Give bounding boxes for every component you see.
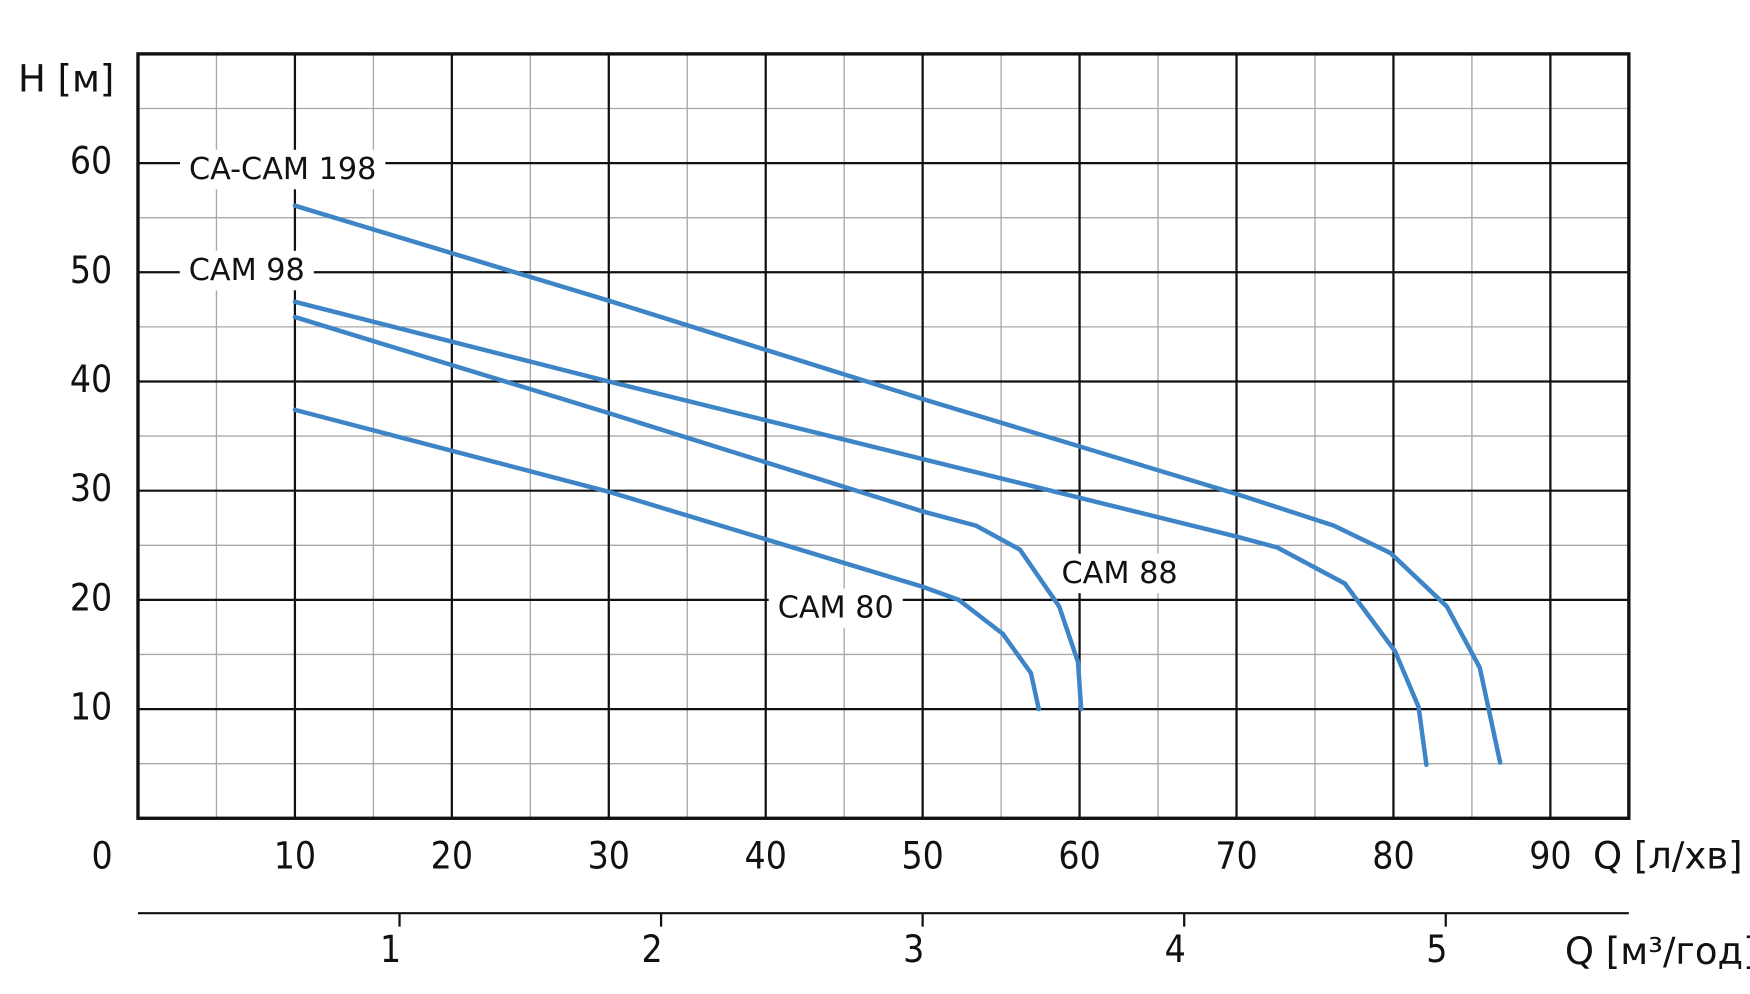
y-tick-label: 60 <box>70 140 112 183</box>
series-line <box>292 203 1503 765</box>
series-label: CAM 88 <box>1062 556 1178 591</box>
x-tick-label: 90 <box>1529 835 1571 878</box>
y-tick-label: 30 <box>70 467 112 510</box>
x-tick-label: 40 <box>745 835 787 878</box>
x2-axis-label: Q [м³/год] <box>1565 930 1750 973</box>
x2-tick-label: 5 <box>1426 928 1447 971</box>
series-label: CAM 98 <box>189 253 305 288</box>
y-tick-label: 10 <box>70 686 112 729</box>
series-label: CAM 80 <box>778 591 894 626</box>
series-label-bg <box>1052 553 1187 594</box>
plot-frame <box>136 52 1631 820</box>
series-label: CA-CAM 198 <box>189 152 376 187</box>
series-label-bg <box>768 588 903 628</box>
x2-tick-label: 3 <box>903 928 924 971</box>
x-axis-label: Q [л/хв] <box>1593 835 1743 878</box>
series-line <box>292 407 1042 712</box>
series-label-group: CAM 88 <box>1052 553 1187 594</box>
x-tick-label: 80 <box>1372 835 1414 878</box>
y-tick-label: 50 <box>70 249 112 292</box>
x-tick-label: 0 <box>91 835 112 878</box>
x2-tick-label: 1 <box>380 928 401 971</box>
series-label-bg <box>179 250 314 291</box>
series-line <box>292 314 1084 712</box>
y-tick-label: 20 <box>70 576 112 619</box>
x-tick-label: 50 <box>901 835 943 878</box>
x-tick-label: 70 <box>1215 835 1257 878</box>
x-tick-label: 60 <box>1058 835 1100 878</box>
x-tick-label: 10 <box>274 835 316 878</box>
y-tick-label: 40 <box>70 358 112 401</box>
series-label-group: CA-CAM 198 <box>179 149 386 190</box>
series-label-group: CAM 98 <box>179 250 314 291</box>
x2-tick-label: 2 <box>642 928 663 971</box>
series-line <box>292 299 1429 768</box>
x-tick-label: 30 <box>588 835 630 878</box>
y-axis-label: H [м] <box>18 57 114 100</box>
x2-tick-label: 4 <box>1165 928 1186 971</box>
x-tick-label: 20 <box>431 835 473 878</box>
series-label-bg <box>179 149 386 190</box>
series-label-group: CAM 80 <box>768 588 903 628</box>
